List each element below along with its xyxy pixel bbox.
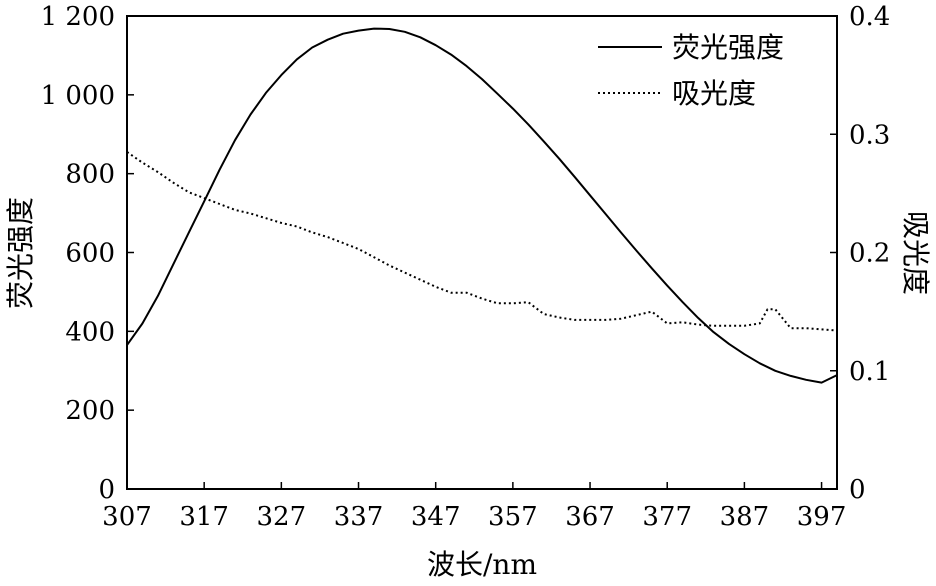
x-tick-label: 337 <box>334 502 384 532</box>
right-y-axis: 0 0.1 0.2 0.3 0.4 <box>830 2 890 505</box>
right-y-tick-label: 0 <box>849 475 866 505</box>
x-tick-label: 327 <box>257 502 307 532</box>
right-y-tick-label: 0.4 <box>849 2 890 32</box>
series-layer <box>126 27 838 384</box>
left-y-tick-label: 800 <box>65 160 115 190</box>
right-y-axis-label: 吸光度 <box>899 211 932 295</box>
left-y-axis-label: 荧光强度 <box>4 197 37 309</box>
right-y-tick-label: 0.3 <box>849 120 890 150</box>
left-y-tick-label: 600 <box>65 239 115 269</box>
x-axis: 307 317 327 337 347 357 367 377 387 397 <box>102 482 846 532</box>
x-tick-label: 317 <box>179 502 229 532</box>
left-y-tick-label: 200 <box>65 396 115 426</box>
legend-label-absorbance: 吸光度 <box>672 77 756 110</box>
x-tick-label: 387 <box>720 502 770 532</box>
left-y-tick-label: 400 <box>65 317 115 347</box>
x-tick-label: 367 <box>565 502 615 532</box>
legend: 荧光强度 吸光度 <box>598 31 784 110</box>
left-y-tick-label: 0 <box>98 475 115 505</box>
x-tick-label: 377 <box>642 502 692 532</box>
series-line-absorbance <box>126 151 838 332</box>
x-tick-label: 347 <box>411 502 461 532</box>
right-y-tick-label: 0.1 <box>849 357 890 387</box>
left-y-tick-label: 1 200 <box>41 2 115 32</box>
series-line-fluorescence <box>126 27 838 384</box>
x-tick-label: 357 <box>488 502 538 532</box>
right-y-tick-label: 0.2 <box>849 239 890 269</box>
x-axis-label: 波长/nm <box>427 548 537 581</box>
x-tick-label: 397 <box>797 502 847 532</box>
legend-label-fluorescence: 荧光强度 <box>672 31 784 64</box>
x-tick-label: 307 <box>102 502 152 532</box>
left-y-axis: 0 200 400 600 800 1 000 1 200 <box>41 2 134 505</box>
left-y-tick-label: 1 000 <box>41 81 115 111</box>
